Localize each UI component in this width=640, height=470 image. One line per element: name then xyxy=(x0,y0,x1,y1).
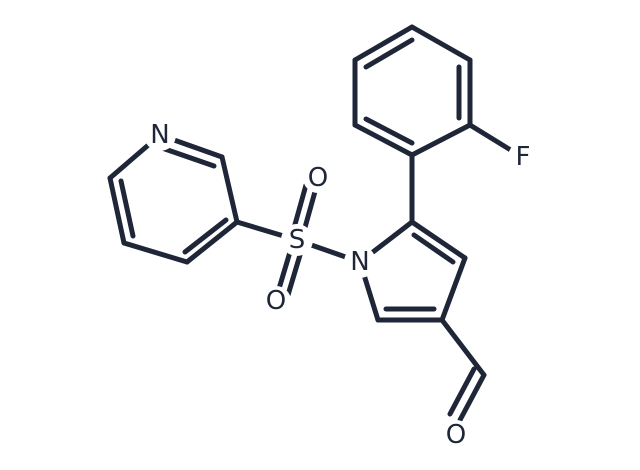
atom-label: O xyxy=(266,286,286,316)
atom-label: F xyxy=(516,142,531,172)
atom-label: O xyxy=(308,163,328,193)
atom-label: S xyxy=(289,225,306,255)
atom-label: N xyxy=(350,247,369,277)
bonds xyxy=(107,24,525,423)
atom-labels: N S O O N F O xyxy=(144,119,538,450)
atom-label: N xyxy=(150,120,169,150)
atom-label: O xyxy=(446,420,466,450)
